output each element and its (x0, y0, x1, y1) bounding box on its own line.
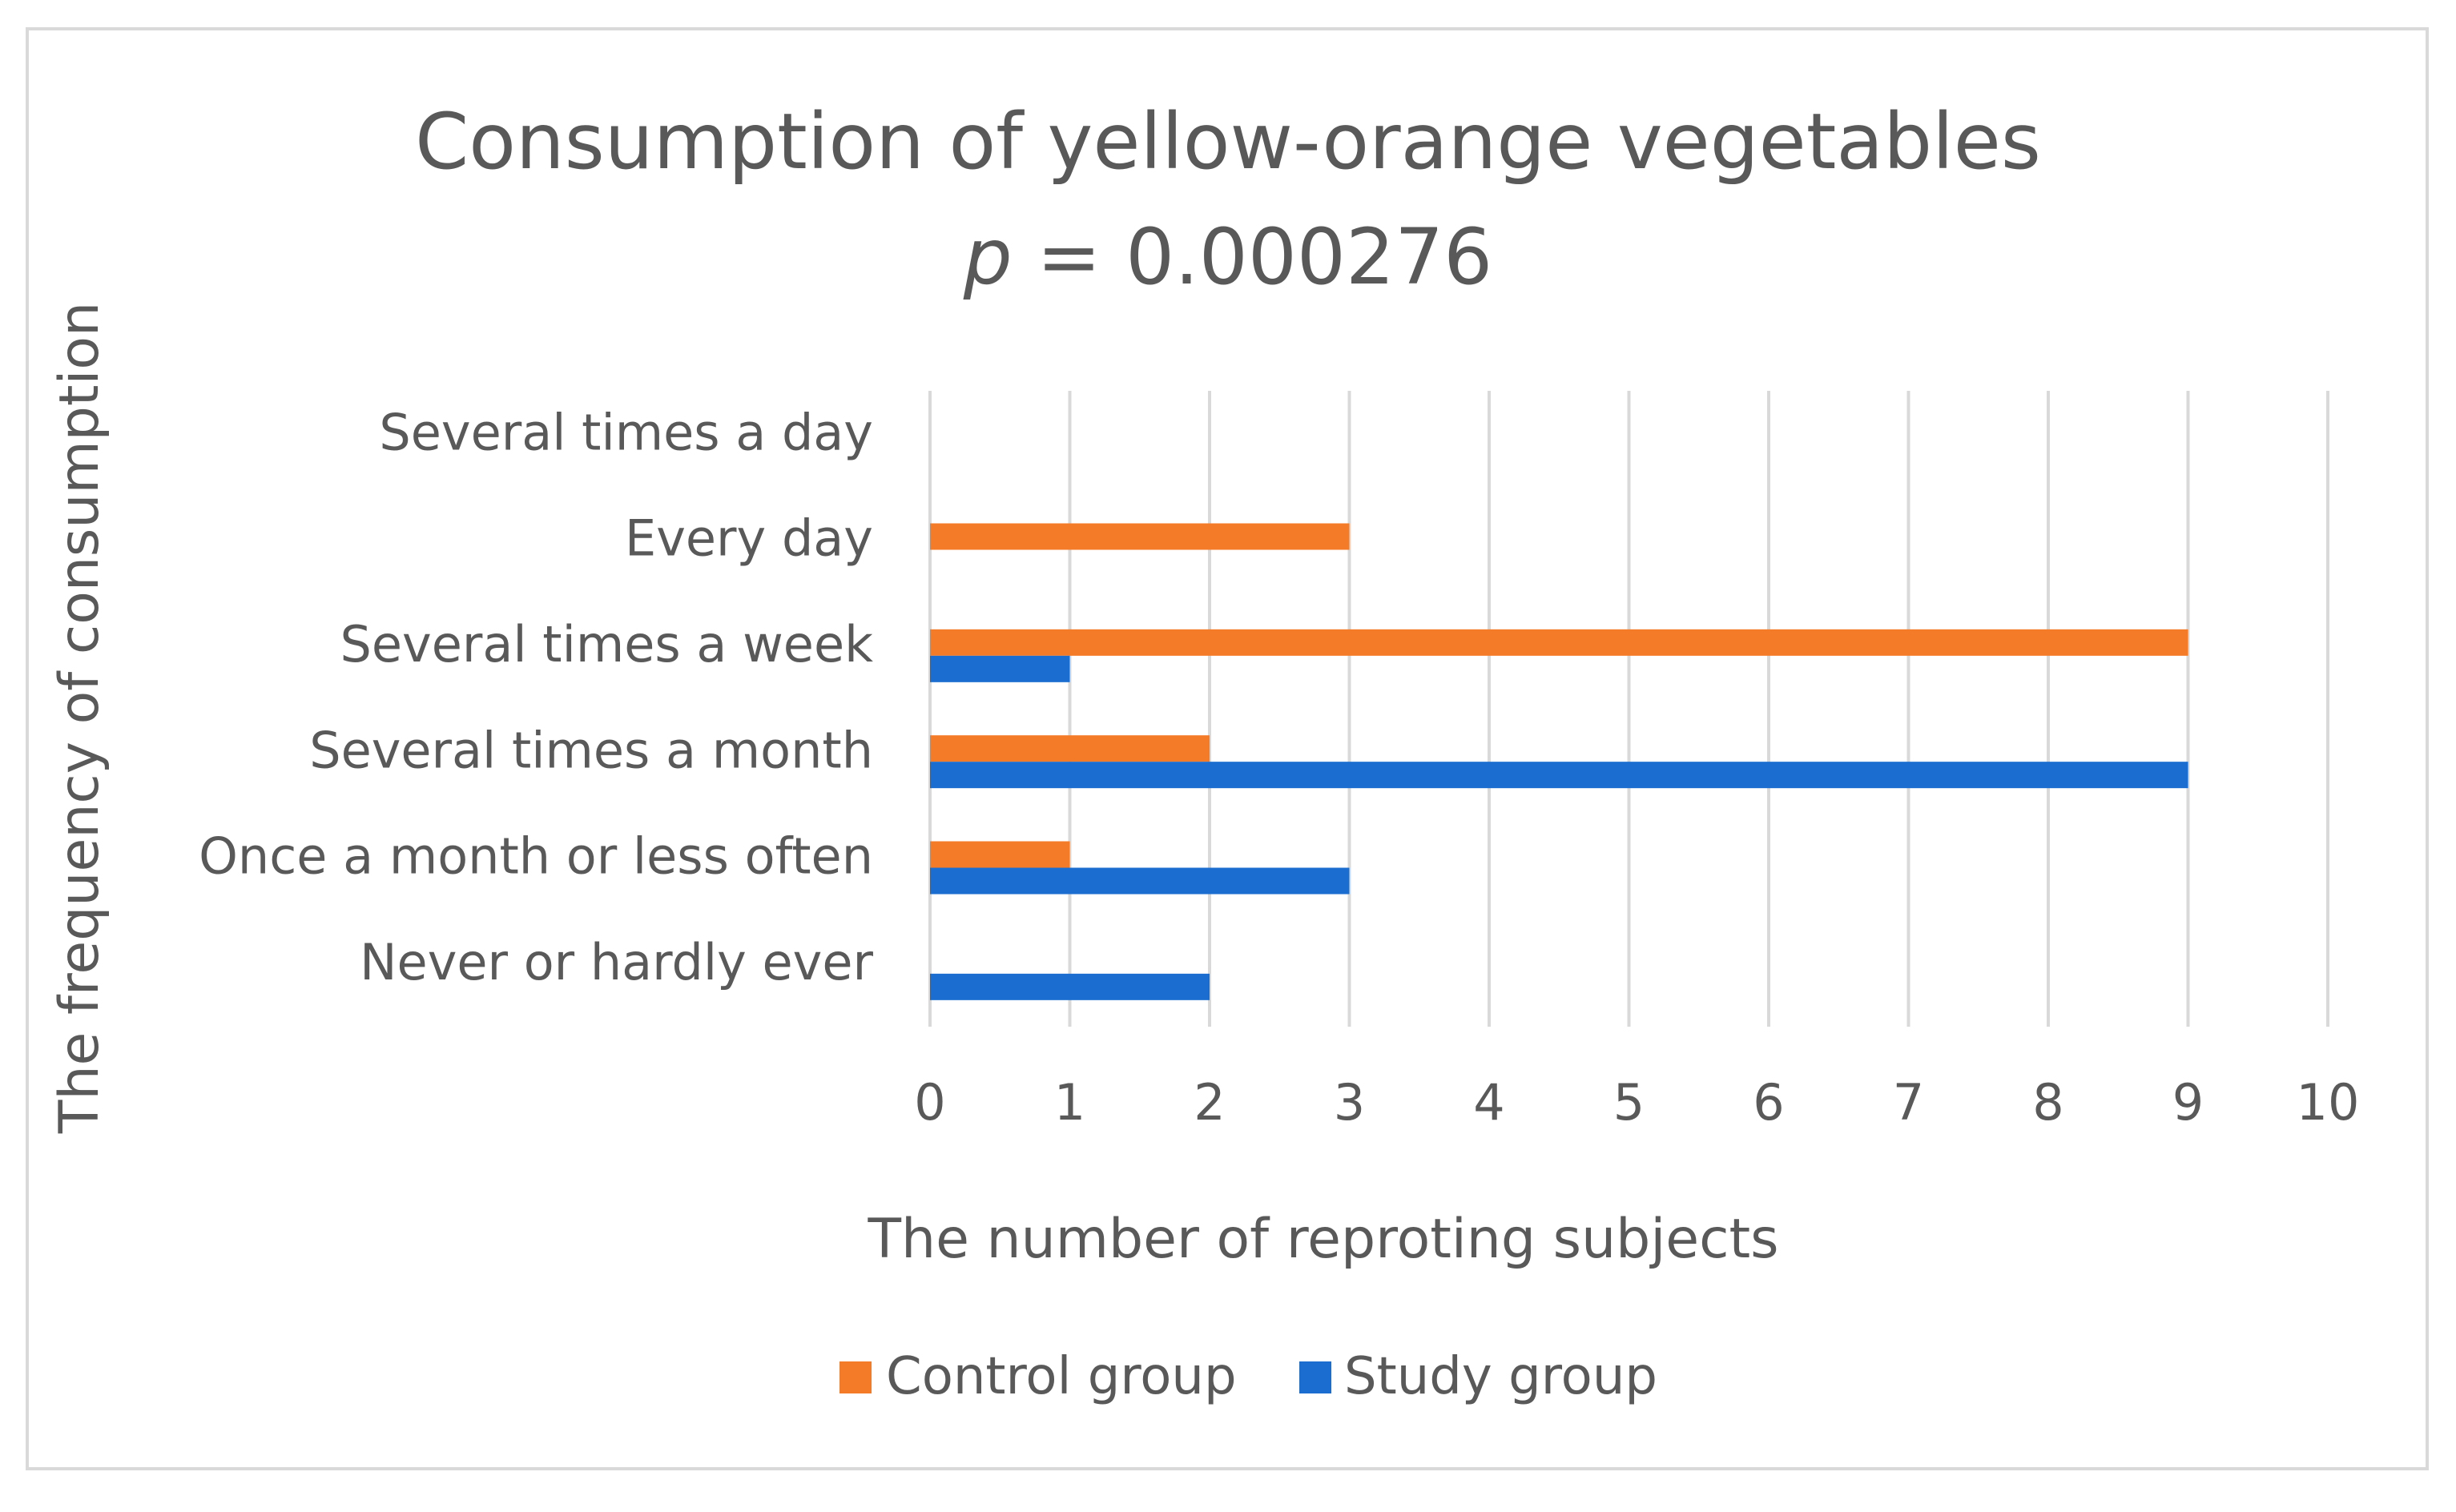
bar-control-group-4 (930, 841, 1070, 868)
category-label: Every day (625, 509, 873, 568)
legend-swatch-study-group (1299, 1361, 1331, 1393)
category-label: Once a month or less often (199, 827, 873, 886)
bar-study-group-5 (930, 973, 1210, 1000)
subtitle-p-symbol: p (963, 212, 1013, 302)
x-tick-2: 2 (1194, 1073, 1225, 1132)
bar-control-group-2 (930, 629, 2188, 656)
legend-swatch-control-group (839, 1361, 872, 1393)
category-label: Several times a day (379, 403, 873, 461)
y-axis-title: The frequency of consumption (48, 302, 111, 1134)
x-tick-4: 4 (1473, 1073, 1504, 1132)
category-label: Never or hardly ever (360, 933, 873, 991)
category-label: Several times a week (340, 615, 874, 674)
bar-study-group-3 (930, 762, 2188, 789)
chart-title: Consumption of yellow-orange vegetables (415, 97, 2041, 187)
x-tick-8: 8 (2032, 1073, 2063, 1132)
category-labels: Several times a day Every day Several time… (199, 403, 873, 991)
bar-control-group-1 (930, 523, 1350, 550)
legend-label-control-group: Control group (886, 1347, 1237, 1406)
bars (930, 523, 2188, 1000)
subtitle-p-value: = 0.000276 (1012, 212, 1493, 302)
x-tick-1: 1 (1054, 1073, 1085, 1132)
chart-subtitle: p = 0.000276 (0, 205, 2456, 309)
legend-label-study-group: Study group (1344, 1347, 1657, 1406)
legend: Control group Study group (839, 1347, 1657, 1406)
bar-control-group-3 (930, 735, 1210, 762)
bar-study-group-4 (930, 867, 1350, 895)
x-tick-9: 9 (2172, 1073, 2204, 1132)
x-tick-7: 7 (1893, 1073, 1924, 1132)
chart-frame (26, 27, 2429, 1470)
x-tick-5: 5 (1613, 1073, 1645, 1132)
x-tick-labels: 0 1 2 3 4 5 6 7 8 9 10 (914, 1073, 2359, 1132)
bar-study-group-2 (930, 655, 1070, 682)
x-tick-10: 10 (2297, 1073, 2360, 1132)
gridlines (928, 391, 2329, 1027)
x-tick-0: 0 (914, 1073, 945, 1132)
x-axis-title: The number of reproting subjects (867, 1208, 1778, 1271)
x-tick-6: 6 (1753, 1073, 1784, 1132)
category-label: Several times a month (309, 721, 873, 779)
x-tick-3: 3 (1334, 1073, 1365, 1132)
